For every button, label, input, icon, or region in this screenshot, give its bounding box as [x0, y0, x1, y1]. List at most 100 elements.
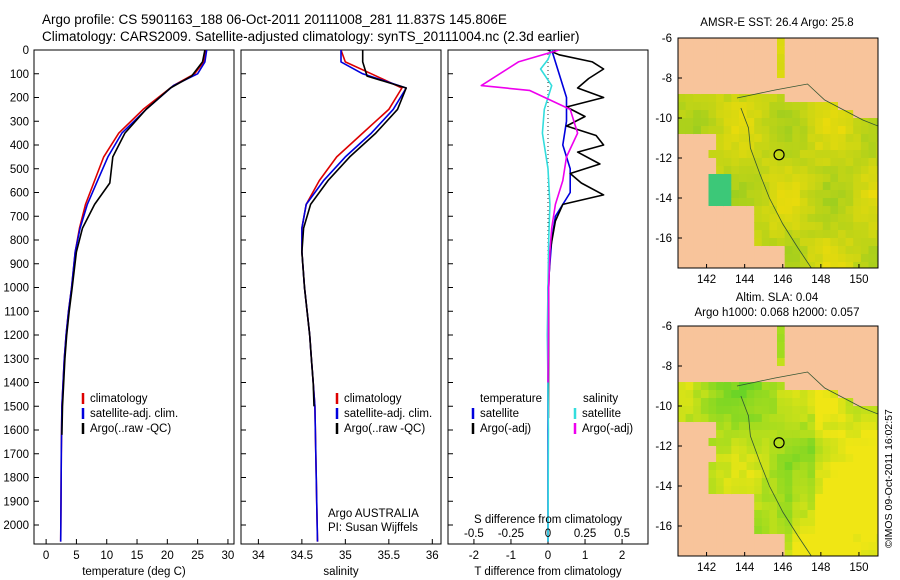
ocean-cell	[754, 182, 763, 191]
land-cell	[807, 94, 816, 103]
land-cell	[830, 326, 839, 335]
ocean-cell	[769, 174, 778, 183]
land-cell	[739, 54, 748, 63]
ocean-cell	[716, 118, 725, 127]
ocean-cell	[799, 118, 809, 127]
ocean-cell	[777, 430, 786, 439]
land-cell	[830, 54, 839, 63]
ocean-cell	[777, 390, 786, 399]
land-cell	[731, 86, 740, 95]
land-cell	[700, 38, 710, 47]
ocean-cell	[769, 230, 778, 239]
ocean-cell	[792, 486, 801, 495]
land-cell	[716, 342, 725, 351]
land-cell	[700, 206, 710, 215]
land-cell	[708, 518, 717, 527]
ocean-cell	[830, 550, 839, 556]
ocean-cell	[799, 110, 809, 119]
ocean-cell	[792, 430, 801, 439]
ocean-cell	[723, 486, 732, 495]
land-cell	[723, 542, 732, 551]
land-cell	[693, 254, 702, 263]
map-x-tick-label: 148	[811, 562, 830, 574]
land-cell	[685, 230, 694, 239]
ocean-cell	[723, 382, 732, 391]
ocean-cell	[860, 550, 870, 556]
ocean-cell	[777, 182, 786, 191]
ocean-cell	[838, 486, 847, 495]
land-cell	[830, 382, 839, 391]
land-cell	[693, 134, 702, 143]
land-cell	[868, 38, 877, 47]
title-line-2: Climatology: CARS2009. Satellite-adjuste…	[42, 29, 580, 44]
land-cell	[822, 382, 831, 391]
land-cell	[845, 326, 854, 335]
land-cell	[868, 102, 877, 111]
land-cell	[700, 182, 710, 191]
land-cell	[868, 86, 877, 95]
ocean-cell	[876, 230, 878, 239]
ocean-cell	[731, 190, 740, 199]
ocean-cell	[769, 182, 778, 191]
ocean-cell	[754, 118, 763, 127]
land-cell	[739, 526, 748, 535]
ocean-cell	[845, 222, 854, 231]
land-cell	[723, 350, 732, 359]
ocean-cell	[845, 398, 854, 407]
ocean-cell	[822, 510, 831, 519]
ocean-cell	[799, 230, 809, 239]
land-cell	[845, 86, 854, 95]
ocean-cell	[761, 510, 770, 519]
land-cell	[769, 350, 778, 359]
ocean-cell	[815, 478, 824, 487]
ocean-cell	[815, 222, 824, 231]
ocean-cell	[830, 166, 839, 175]
ocean-cell	[807, 542, 816, 551]
land-cell	[784, 94, 793, 103]
land-cell	[685, 238, 694, 247]
ocean-cell	[754, 414, 763, 423]
ocean-cell	[784, 414, 793, 423]
land-cell	[860, 342, 870, 351]
ocean-cell	[868, 198, 877, 207]
land-cell	[761, 534, 770, 543]
land-cell	[746, 214, 755, 223]
ocean-cell	[799, 486, 809, 495]
land-cell	[739, 550, 748, 556]
x-tick-label: 15	[131, 550, 144, 562]
ocean-cell	[723, 390, 732, 399]
ocean-cell	[792, 534, 801, 543]
ocean-cell	[815, 390, 824, 399]
land-cell	[746, 526, 755, 535]
ocean-cell	[746, 94, 755, 103]
land-cell	[838, 94, 847, 103]
land-cell	[693, 478, 702, 487]
land-cell	[876, 94, 878, 103]
ocean-cell	[845, 518, 854, 527]
land-cell	[799, 326, 809, 335]
land-cell	[860, 350, 870, 359]
ocean-cell	[761, 462, 770, 471]
land-cell	[822, 78, 831, 87]
ocean-cell	[761, 198, 770, 207]
ocean-cell	[830, 150, 839, 159]
land-cell	[678, 254, 687, 263]
ocean-cell	[868, 262, 877, 268]
land-cell	[761, 78, 770, 87]
ocean-cell	[754, 102, 763, 111]
ocean-cell	[784, 198, 793, 207]
land-cell	[853, 390, 862, 399]
ocean-cell	[868, 478, 877, 487]
land-cell	[807, 70, 816, 79]
ocean-cell	[799, 182, 809, 191]
ocean-cell	[754, 110, 763, 119]
ocean-cell	[807, 534, 816, 543]
ocean-cell	[685, 110, 694, 119]
ocean-cell	[754, 390, 763, 399]
ocean-cell	[792, 142, 801, 151]
ocean-cell	[807, 254, 816, 263]
ocean-cell	[860, 510, 870, 519]
ocean-cell	[769, 398, 778, 407]
land-cell	[815, 366, 824, 375]
top-tick-label: 0.5	[614, 528, 630, 540]
